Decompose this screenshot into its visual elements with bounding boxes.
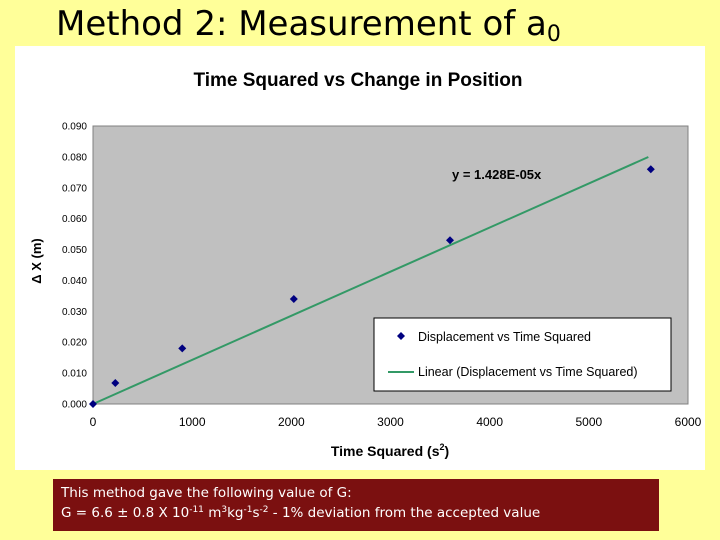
result-unit-s: s [252,505,260,521]
data-point-marker [178,344,187,353]
y-tick-label: 0.050 [62,245,87,256]
x-tick-label: 3000 [377,415,404,429]
y-tick-label: 0.040 [62,276,87,287]
trendline [92,156,649,405]
data-point-marker [89,400,97,408]
x-axis-label-base: Time Squared (s [331,443,440,459]
y-tick-label: 0.060 [62,214,87,225]
x-axis-label: Time Squared (s2) [331,442,449,459]
x-tick-label: 2000 [278,415,305,429]
legend-trendline-label: Linear (Displacement vs Time Squared) [418,365,638,379]
x-tick-label: 0 [90,415,97,429]
result-unit-kg: kg [227,505,244,521]
y-tick-label: 0.070 [62,183,87,194]
slide-title-text: Method 2: Measurement of a [56,4,547,44]
slide-title-subscript: 0 [546,22,561,47]
result-exponent-1: -11 [189,505,204,515]
y-tick-label: 0.080 [62,152,87,163]
y-tick-label: 0.010 [62,369,87,380]
data-point-marker [446,236,454,245]
result-box: This method gave the following value of … [53,479,659,531]
result-line-2: G = 6.6 ± 0.8 X 10-11 m3kg-1s-2 - 1% dev… [61,503,651,523]
slide-title: Method 2: Measurement of a0 [56,2,561,57]
legend-diamond-marker [397,332,405,340]
result-exponent-4: -2 [259,505,269,515]
y-axis-ticks: 0.000 0.010 0.020 0.030 0.040 0.050 0.060 0.070… [62,122,87,411]
result-exponent-3: -1 [243,505,253,515]
result-unit-m: m [203,505,222,521]
x-tick-label: 4000 [476,415,503,429]
result-exponent-2: 3 [221,505,228,515]
data-point-marker [111,378,120,387]
result-g-value: G = 6.6 ± 0.8 X 10 [61,505,190,521]
y-tick-label: 0.020 [62,338,87,349]
x-tick-label: 6000 [675,415,702,429]
chart-title: Time Squared vs Change in Position [193,70,522,91]
data-point-marker [289,294,298,303]
result-deviation: - 1% deviation from the accepted value [268,505,541,521]
x-axis-label-exponent: 2 [439,442,444,452]
chart-frame: Time Squared vs Change in Position 0.000… [15,46,705,470]
trendline-equation: y = 1.428E-05x [452,167,542,182]
result-line-1: This method gave the following value of … [61,485,352,501]
legend-series-label: Displacement vs Time Squared [418,330,591,344]
x-tick-label: 5000 [575,415,602,429]
legend-box [373,317,672,392]
data-points [89,165,655,408]
x-axis-ticks: 0 1000 2000 3000 4000 5000 6000 [90,415,702,429]
y-tick-label: 0.030 [62,307,87,318]
x-tick-label: 1000 [179,415,206,429]
data-point-marker [646,165,655,174]
y-axis-label: Δ X (m) [29,238,44,283]
chart: Time Squared vs Change in Position 0.000… [29,70,702,459]
y-tick-label: 0.000 [62,400,87,411]
x-axis-label-end: ) [445,443,450,459]
y-tick-label: 0.090 [62,122,87,133]
legend: Displacement vs Time Squared Linear (Dis… [373,317,672,392]
